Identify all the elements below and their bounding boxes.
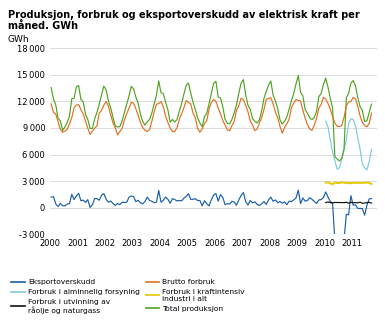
Text: GWh: GWh <box>8 35 29 44</box>
Legend: Eksportoverskudd, Forbruk i alminnelig forsyning, Forbruk i utvinning av
råolje : Eksportoverskudd, Forbruk i alminnelig f… <box>11 279 245 314</box>
Text: Produksjon, forbruk og eksportoverskudd av elektrisk kraft per: Produksjon, forbruk og eksportoverskudd … <box>8 10 360 20</box>
Text: måned. GWh: måned. GWh <box>8 21 78 31</box>
